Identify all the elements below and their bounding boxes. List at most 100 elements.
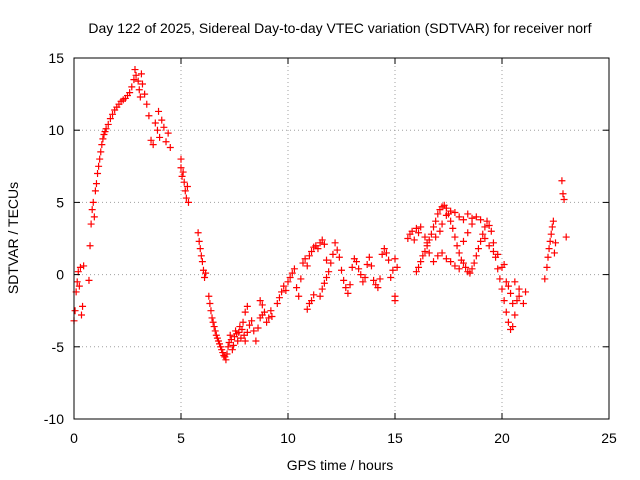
data-point [380,245,388,253]
data-point [419,252,427,260]
data-point [412,224,420,232]
data-point [502,308,510,316]
data-point [404,235,412,242]
data-point [389,266,397,274]
data-point [303,305,311,313]
data-point [348,263,356,271]
data-point [382,249,390,257]
data-point [86,242,94,250]
data-point [451,262,459,270]
data-point [308,247,316,255]
data-point [391,292,399,300]
data-point [434,252,442,260]
data-point [472,252,480,260]
grid-lines [74,58,609,419]
data-point [519,299,527,307]
data-point [447,217,455,225]
data-point [224,343,232,351]
data-point [359,278,367,286]
data-point [89,198,97,206]
data-point [415,263,423,271]
data-point [367,262,375,270]
data-point [248,317,256,325]
data-point [434,210,442,218]
data-point [263,318,271,326]
data-point [455,265,463,273]
data-point [502,278,510,286]
data-point [325,268,333,276]
data-point [135,86,143,94]
data-point [229,341,237,349]
x-tick-label: 0 [70,430,78,446]
data-point [340,276,348,284]
data-point [156,133,164,141]
data-point [211,327,219,335]
data-point [485,222,493,230]
data-point [74,268,82,276]
data-point [504,282,512,290]
data-point [209,318,217,326]
data-point [408,227,416,235]
data-point [459,237,467,245]
data-point [166,144,174,152]
data-point [513,297,521,305]
data-point [130,76,138,84]
data-point [548,223,556,231]
data-point [184,198,192,206]
x-tick-label: 10 [280,430,296,446]
data-point [355,265,363,273]
data-point [547,230,555,238]
data-point [92,180,100,188]
data-point [485,242,493,250]
data-point [560,196,568,204]
data-point [316,292,324,300]
data-point [226,331,234,339]
data-point [365,253,373,261]
data-point [160,123,168,131]
data-point [141,90,149,98]
data-point [243,328,251,336]
data-point [352,258,360,266]
data-point [76,263,84,271]
data-point [466,269,474,277]
data-point [222,356,230,364]
data-point [449,224,457,232]
data-point [295,292,303,300]
data-point [293,284,301,292]
data-point [220,351,228,359]
data-point [149,141,157,149]
data-point [109,110,117,118]
data-point [198,258,206,266]
data-point [77,311,85,319]
x-tick-label: 20 [494,430,510,446]
data-point [131,66,139,74]
data-point [79,302,87,310]
data-point [552,239,559,247]
data-point [180,178,188,186]
data-point [378,250,386,258]
data-point [179,168,187,176]
data-point [370,276,378,284]
data-point [151,119,159,127]
data-point [196,245,204,253]
data-point [87,220,95,228]
y-tick-labels: -10 -5 0 5 10 15 [44,50,64,427]
data-point [423,239,431,247]
data-point [468,214,476,222]
data-point [208,314,216,322]
data-point [243,302,251,310]
data-point [509,323,517,331]
data-point [459,259,467,267]
data-point [238,325,246,333]
data-point [558,177,566,185]
data-point [85,276,93,284]
data-point [75,282,83,290]
data-point [342,284,350,292]
data-point [481,223,489,231]
data-point [477,237,485,245]
data-point [509,299,517,307]
data-point [415,229,423,237]
data-point [511,311,519,319]
data-point [95,162,103,170]
